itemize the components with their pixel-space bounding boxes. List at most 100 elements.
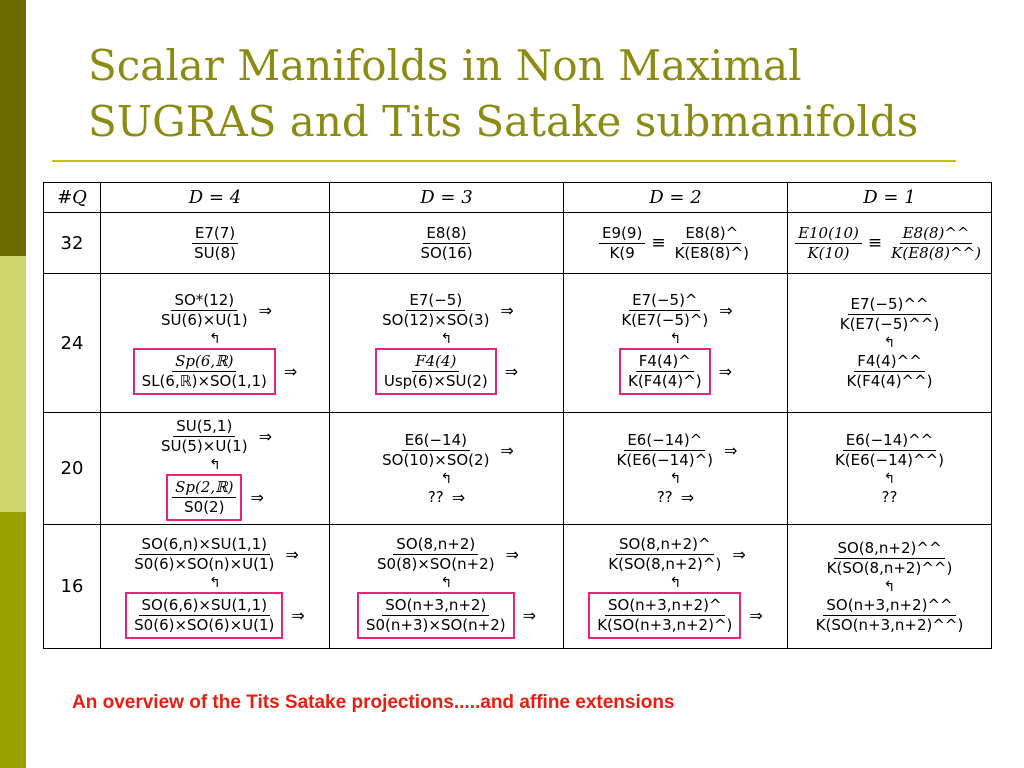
slide-caption: An overview of the Tits Satake projectio… — [72, 692, 675, 713]
denominator: SO(10)×SO(2) — [382, 450, 490, 469]
numerator: SO(6,6)×SU(1,1) — [138, 596, 271, 616]
tits-satake-highlight-box: SO(n+3,n+2) S0(n+3)×SO(n+2) — [356, 591, 515, 639]
numerator: E7(−5) — [406, 291, 466, 311]
implies-arrow: ⇒ — [258, 301, 272, 320]
denominator: SO(16) — [420, 243, 473, 262]
fraction: E7(7) SU(8) — [191, 224, 239, 263]
up-left-arrow: ↰ — [209, 331, 221, 347]
cell-16-d3: SO(8,n+2) S0(8)×SO(n+2) ⇒ ↰ SO(n+3,n+2) … — [329, 524, 564, 649]
slide-title: Scalar Manifolds in Non Maximal SUGRAS a… — [88, 38, 988, 150]
fraction: F4(4)^ K(F4(4)^) — [625, 352, 705, 391]
cell-16-d2: SO(8,n+2)^ K(SO(8,n+2)^) ⇒ ↰ SO(n+3,n+2)… — [563, 524, 788, 649]
cell-20-d2: E6(−14)^ K(E6(−14)^) ⇒ ↰ ?? ⇒ — [563, 412, 788, 525]
fraction: E8(8) SO(16) — [417, 224, 475, 263]
fraction: SO*(12) SU(6)×U(1) — [158, 291, 251, 330]
tits-satake-highlight-box: Sp(6,ℝ) SL(6,ℝ)×SO(1,1) — [132, 348, 276, 395]
denominator: K(E7(−5)^^) — [839, 315, 940, 333]
numerator: SO*(12) — [171, 291, 238, 311]
numerator: E7(7) — [191, 224, 239, 244]
fraction: SO(8,n+2) S0(8)×SO(n+2) — [374, 535, 498, 574]
tits-satake-highlight-box: SO(n+3,n+2)^ K(SO(n+3,n+2)^) — [588, 591, 742, 639]
implies-arrow: ⇒ — [680, 487, 695, 507]
fraction: Sp(6,ℝ) SL(6,ℝ)×SO(1,1) — [139, 352, 270, 391]
cell-32-d2: E9(9) K(9 ≡ E8(8)^ K(E8(8)^) — [563, 212, 788, 274]
denominator: K(E8(8)^^) — [891, 243, 981, 262]
numerator: Sp(6,ℝ) — [172, 352, 237, 372]
cell-32-d3: E8(8) SO(16) — [329, 212, 564, 274]
up-left-arrow: ↰ — [209, 456, 221, 473]
cell-20-d1: E6(−14)^^ K(E6(−14)^^) ↰ ?? — [787, 412, 992, 525]
unknown-mark: ?? — [427, 488, 444, 506]
up-left-arrow: ↰ — [669, 331, 682, 347]
unknown-mark: ?? — [881, 488, 898, 506]
cell-32-d4: E7(7) SU(8) — [100, 212, 330, 274]
table-row-24: 24 SO*(12) SU(6)×U(1) ⇒ ↰ Sp(6,ℝ) SL(6,ℝ… — [43, 273, 992, 413]
numerator: E6(−14)^ — [624, 431, 706, 451]
denominator: S0(6)×SO(6)×U(1) — [134, 615, 275, 634]
equiv-symbol: ≡ — [651, 233, 666, 253]
row-label-16: 16 — [43, 524, 101, 649]
fraction: SO(6,6)×SU(1,1) S0(6)×SO(6)×U(1) — [131, 596, 277, 635]
implies-arrow: ⇒ — [258, 426, 272, 446]
fraction: E7(−5)^^ K(E7(−5)^^) — [837, 295, 943, 334]
title-divider — [52, 160, 956, 162]
header-d4: D = 4 — [100, 182, 330, 213]
header-d3: D = 3 — [329, 182, 564, 213]
numerator: E7(−5)^^ — [847, 295, 932, 315]
numerator: SO(n+3,n+2)^ — [604, 596, 725, 616]
fraction: E7(−5)^ K(E7(−5)^) — [618, 291, 711, 330]
fraction: SO(n+3,n+2)^^ K(SO(n+3,n+2)^^) — [813, 596, 967, 635]
denominator: K(E8(8)^) — [674, 243, 749, 262]
up-left-arrow: ↰ — [440, 574, 453, 591]
denominator: Usp(6)×SU(2) — [383, 372, 488, 390]
denominator: K(10) — [807, 243, 850, 262]
implies-arrow: ⇒ — [522, 605, 536, 625]
table-row-32: 32 E7(7) SU(8) E8(8) SO(16) E9(9) K(9 ≡ … — [43, 212, 992, 274]
fraction: SO(n+3,n+2) S0(n+3)×SO(n+2) — [363, 596, 509, 635]
implies-arrow: ⇒ — [283, 362, 298, 381]
fraction: E6(−14)^ K(E6(−14)^) — [614, 431, 717, 470]
fraction: E6(−14)^^ K(E6(−14)^^) — [832, 431, 947, 470]
fraction: SU(5,1) SU(5)×U(1) — [158, 417, 251, 456]
denominator: SO(12)×SO(3) — [382, 311, 490, 329]
up-left-arrow: ↰ — [440, 470, 453, 487]
up-left-arrow: ↰ — [209, 574, 221, 591]
side-stripe-dark — [0, 0, 26, 256]
numerator: E8(8)^ — [682, 224, 742, 244]
fraction: SO(8,n+2)^ K(SO(8,n+2)^) — [605, 535, 724, 574]
tits-satake-highlight-box: Sp(2,ℝ) S0(2) — [166, 473, 243, 521]
denominator: K(SO(8,n+2)^^) — [826, 558, 953, 577]
implies-arrow: ⇒ — [749, 605, 763, 625]
denominator: K(F4(4)^^) — [846, 372, 933, 390]
cell-20-d4: SU(5,1) SU(5)×U(1) ⇒ ↰ Sp(2,ℝ) S0(2) ⇒ — [100, 412, 330, 525]
implies-arrow: ⇒ — [718, 362, 732, 381]
denominator: K(SO(n+3,n+2)^) — [597, 615, 733, 634]
up-left-arrow: ↰ — [883, 335, 896, 351]
side-stripe-olive — [0, 512, 26, 768]
numerator: F4(4)^ — [635, 352, 694, 372]
numerator: SO(6,n)×SU(1,1) — [138, 535, 271, 555]
fraction: E8(8)^^ K(E8(8)^^) — [888, 224, 984, 263]
numerator: E7(−5)^ — [629, 291, 701, 311]
tits-satake-highlight-box: F4(4)^ K(F4(4)^) — [619, 348, 711, 395]
cell-16-d1: SO(8,n+2)^^ K(SO(8,n+2)^^) ↰ SO(n+3,n+2)… — [787, 524, 992, 649]
tits-satake-highlight-box: F4(4) Usp(6)×SU(2) — [374, 348, 497, 395]
implies-arrow: ⇒ — [719, 301, 733, 320]
title-line-1: Scalar Manifolds in Non Maximal — [88, 41, 802, 90]
implies-arrow: ⇒ — [500, 440, 514, 460]
up-left-arrow: ↰ — [669, 470, 682, 487]
table-header-row: #Q D = 4 D = 3 D = 2 D = 1 — [43, 182, 992, 213]
fraction: E9(9) K(9 — [599, 224, 646, 263]
denominator: K(F4(4)^) — [628, 372, 702, 390]
header-d1: D = 1 — [787, 182, 992, 213]
header-d2: D = 2 — [563, 182, 788, 213]
numerator: Sp(2,ℝ) — [172, 478, 237, 498]
denominator: K(E6(−14)^^) — [834, 451, 945, 469]
denominator: SU(6)×U(1) — [161, 311, 248, 329]
numerator: E9(9) — [599, 224, 646, 244]
numerator: SO(8,n+2)^ — [616, 535, 714, 555]
denominator: SU(5)×U(1) — [161, 436, 248, 455]
fraction: E6(−14) SO(10)×SO(2) — [379, 431, 492, 470]
cell-16-d4: SO(6,n)×SU(1,1) S0(6)×SO(n)×U(1) ⇒ ↰ SO(… — [100, 524, 330, 649]
fraction: Sp(2,ℝ) S0(2) — [172, 478, 237, 517]
